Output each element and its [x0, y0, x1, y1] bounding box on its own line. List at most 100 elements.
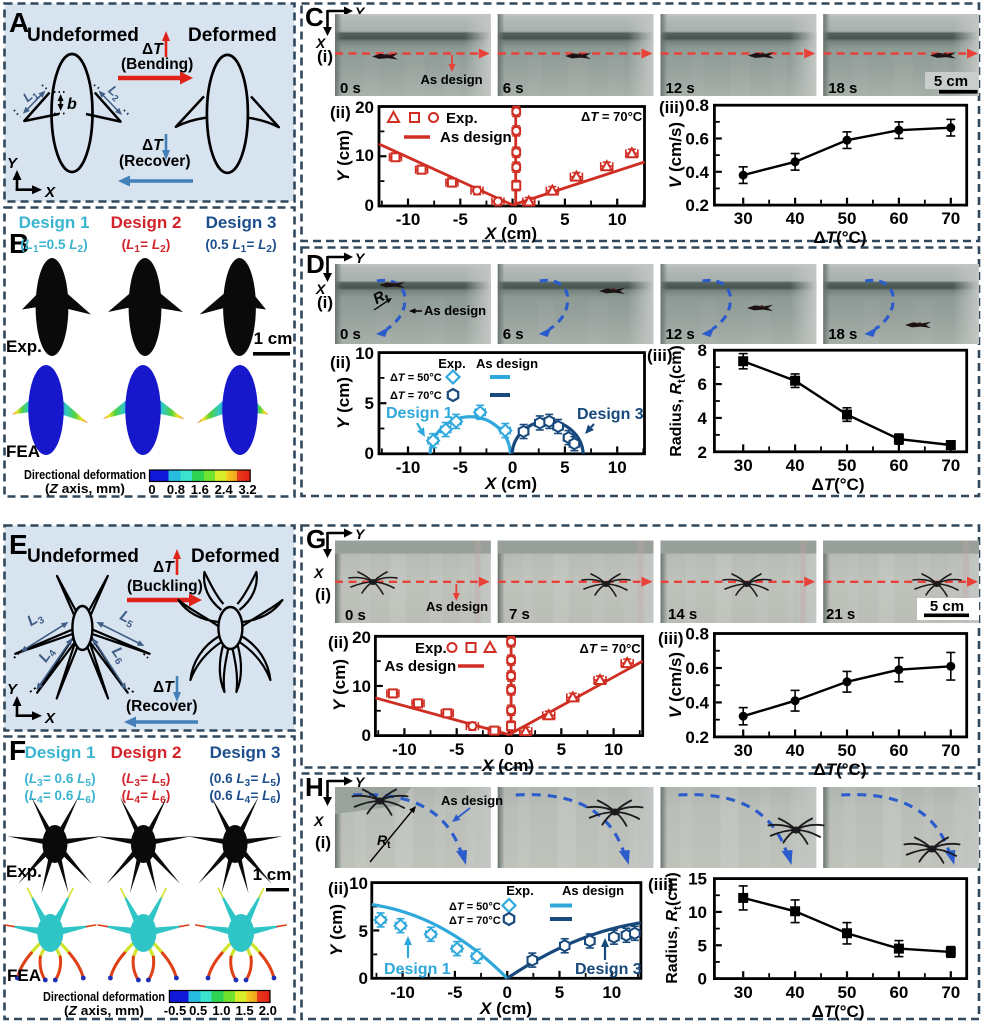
svg-text:60: 60 — [889, 741, 908, 760]
svg-text:Exp.: Exp. — [6, 862, 42, 881]
svg-text:(Recover): (Recover) — [119, 153, 191, 170]
svg-text:0: 0 — [359, 969, 368, 988]
svg-text:40: 40 — [786, 741, 805, 760]
svg-text:30: 30 — [734, 741, 753, 760]
svg-text:30: 30 — [734, 209, 753, 228]
svg-text:5: 5 — [698, 936, 707, 955]
svg-text:E: E — [9, 529, 28, 560]
svg-text:Design 3: Design 3 — [575, 961, 642, 978]
svg-text:X: X — [44, 710, 56, 727]
svg-text:ΔT: ΔT — [153, 679, 175, 696]
svg-text:0.8: 0.8 — [685, 625, 709, 644]
svg-text:(0.6 L4 = L6 ): (0.6 L4 = L6 ) — [209, 788, 280, 806]
svg-text:1.6: 1.6 — [191, 482, 209, 497]
svg-text:C: C — [305, 2, 324, 32]
svg-text:5: 5 — [365, 394, 374, 413]
svg-text:3.2: 3.2 — [239, 482, 257, 497]
svg-text:0.8: 0.8 — [167, 482, 185, 497]
svg-text:(ii): (ii) — [328, 633, 349, 652]
svg-text:(iii): (iii) — [658, 629, 684, 648]
svg-text:Y: Y — [7, 155, 19, 172]
svg-text:-10: -10 — [392, 740, 417, 759]
svg-text:0: 0 — [148, 482, 155, 497]
svg-text:Directional deformation: Directional deformation — [43, 990, 165, 1004]
svg-text:(ii): (ii) — [328, 879, 349, 898]
svg-text:-10: -10 — [396, 210, 421, 229]
svg-text:20: 20 — [355, 98, 374, 117]
svg-text:Design 3: Design 3 — [577, 406, 644, 423]
svg-text:12 s: 12 s — [666, 326, 695, 343]
svg-text:Y: Y — [7, 681, 19, 698]
svg-text:(Recover): (Recover) — [126, 698, 198, 715]
svg-text:5: 5 — [560, 458, 569, 477]
svg-text:0: 0 — [365, 444, 374, 463]
svg-text:Design 1: Design 1 — [19, 213, 90, 232]
svg-text:15: 15 — [688, 870, 707, 889]
svg-text:0 s: 0 s — [340, 326, 361, 343]
svg-text:1.0: 1.0 — [212, 1003, 230, 1018]
svg-text:0.4: 0.4 — [685, 693, 709, 712]
svg-text:-5: -5 — [447, 983, 462, 1002]
svg-text:0.6: 0.6 — [685, 130, 709, 149]
svg-text:ΔT: ΔT — [153, 559, 175, 576]
svg-text:10: 10 — [608, 210, 627, 229]
svg-text:Exp.: Exp. — [438, 356, 465, 371]
svg-text:A: A — [9, 7, 29, 38]
svg-text:(Bending): (Bending) — [121, 56, 193, 73]
svg-text:70: 70 — [941, 456, 960, 475]
svg-text:V (cm/s): V (cm/s) — [666, 652, 685, 718]
svg-text:10: 10 — [688, 903, 707, 922]
svg-text:Deformed: Deformed — [188, 25, 277, 46]
svg-text:Y: Y — [355, 774, 366, 790]
svg-text:-5: -5 — [453, 210, 468, 229]
svg-text:10: 10 — [602, 983, 621, 1002]
svg-text:Design 2: Design 2 — [111, 213, 182, 232]
svg-text:21 s: 21 s — [826, 606, 855, 623]
svg-text:Rt: Rt — [377, 832, 391, 851]
svg-text:ΔT(°C): ΔT(°C) — [813, 760, 866, 779]
svg-text:ΔT = 70°C: ΔT = 70°C — [449, 915, 501, 927]
svg-text:0: 0 — [508, 210, 517, 229]
svg-text:Exp.: Exp. — [506, 883, 533, 898]
svg-text:FEA: FEA — [6, 442, 40, 461]
svg-text:4: 4 — [698, 409, 708, 428]
svg-text:Design 3: Design 3 — [206, 213, 277, 232]
svg-text:(Z axis, mm): (Z axis, mm) — [64, 1004, 144, 1018]
svg-text:Y: Y — [355, 526, 366, 542]
svg-text:FEA: FEA — [7, 966, 41, 985]
svg-text:X (cm): X (cm) — [484, 224, 537, 243]
svg-text:0 s: 0 s — [340, 80, 361, 97]
svg-text:X (cm): X (cm) — [481, 756, 534, 775]
svg-text:B: B — [9, 228, 29, 259]
svg-text:70: 70 — [941, 741, 960, 760]
svg-text:Y (cm): Y (cm) — [334, 130, 353, 182]
svg-text:ΔT = 50°C: ΔT = 50°C — [390, 372, 442, 384]
svg-text:5: 5 — [557, 740, 566, 759]
svg-text:10: 10 — [355, 344, 374, 363]
svg-text:ΔT = 70°C: ΔT = 70°C — [390, 390, 442, 402]
svg-text:As design: As design — [424, 303, 486, 318]
svg-text:Exp.: Exp. — [415, 640, 447, 657]
svg-text:0: 0 — [502, 983, 511, 1002]
svg-text:(iii): (iii) — [648, 875, 674, 894]
svg-text:Exp.: Exp. — [6, 337, 42, 356]
svg-text:30: 30 — [734, 456, 753, 475]
svg-text:ΔT = 70°C: ΔT = 70°C — [581, 109, 643, 124]
svg-text:50: 50 — [838, 456, 857, 475]
svg-text:14 s: 14 s — [668, 606, 697, 623]
svg-text:Y (cm): Y (cm) — [330, 659, 349, 711]
svg-text:(0.6 L3 = L5 ): (0.6 L3 = L5 ) — [209, 771, 280, 789]
svg-text:b: b — [67, 96, 77, 113]
svg-text:X (cm): X (cm) — [484, 474, 537, 493]
svg-text:0 s: 0 s — [345, 607, 366, 624]
svg-text:Directional deformation: Directional deformation — [24, 468, 146, 482]
svg-text:ΔT(°C): ΔT(°C) — [813, 228, 866, 247]
svg-text:0: 0 — [362, 726, 371, 745]
svg-text:As design: As design — [421, 72, 483, 87]
svg-text:Design 1: Design 1 — [386, 405, 453, 422]
svg-text:(0.5 L1 = L2 ): (0.5 L1 = L2 ) — [205, 237, 276, 255]
svg-text:50: 50 — [838, 741, 857, 760]
svg-text:5 cm: 5 cm — [930, 598, 964, 615]
svg-text:18 s: 18 s — [828, 326, 857, 343]
svg-text:8: 8 — [698, 341, 707, 360]
